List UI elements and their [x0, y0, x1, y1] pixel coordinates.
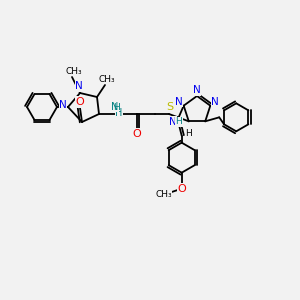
Text: O: O [177, 184, 186, 194]
Text: N: N [111, 102, 119, 112]
Text: N: N [175, 97, 183, 107]
Text: O: O [133, 129, 141, 139]
Text: H: H [114, 103, 120, 112]
Text: N: N [59, 100, 67, 110]
Text: H: H [175, 117, 182, 126]
Text: CH₃: CH₃ [66, 67, 82, 76]
Text: CH₃: CH₃ [155, 190, 172, 199]
Text: O: O [76, 97, 84, 107]
Text: N: N [75, 81, 83, 91]
Text: N: N [212, 97, 219, 107]
Text: S: S [167, 102, 174, 112]
Text: H: H [185, 129, 192, 138]
Text: H: H [115, 108, 123, 118]
Text: CH₃: CH₃ [99, 74, 115, 83]
Text: N: N [193, 85, 201, 95]
Text: N: N [169, 117, 177, 127]
